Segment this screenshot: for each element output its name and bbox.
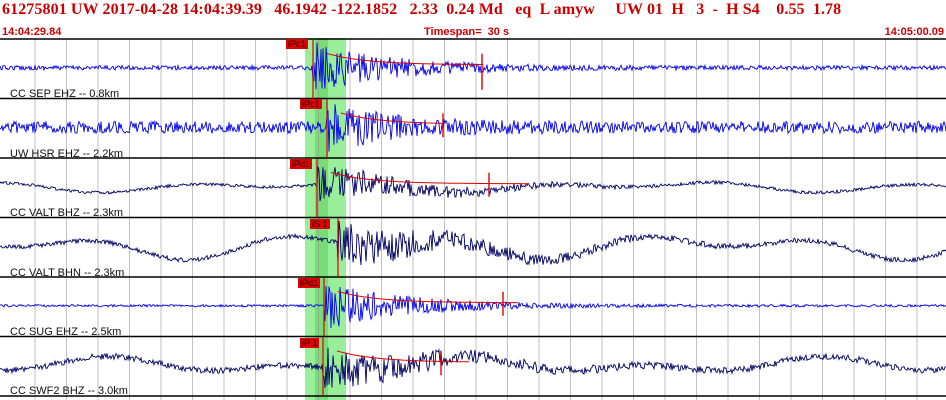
- trace-label-1: CC SEP EHZ -- 0.8km: [10, 88, 120, 100]
- event-header: 61275801 UW 2017-04-28 14:04:39.39 46.19…: [0, 0, 946, 40]
- trace-label-2: UW HSR EHZ -- 2.2km: [10, 148, 124, 160]
- coda-envelope: [337, 291, 518, 304]
- trace-label-6: CC SWF2 BHZ -- 3.0km: [10, 385, 128, 397]
- waveform-trace: [0, 104, 946, 152]
- waveform-trace: [0, 42, 946, 90]
- seismogram-canvas[interactable]: [0, 38, 946, 400]
- event-title: 61275801 UW 2017-04-28 14:04:39.39 46.19…: [2, 1, 842, 18]
- waveform-trace: [0, 166, 946, 202]
- waveform-trace: [0, 220, 946, 266]
- pick-flag-3[interactable]: iPd1: [290, 159, 313, 169]
- pick-flag-2[interactable]: iPc1: [300, 99, 322, 109]
- timespan-label: Timespan= 30 s: [424, 26, 510, 38]
- coda-envelope: [340, 112, 444, 124]
- trace-label-4: CC VALT BHN -- 2.3km: [10, 267, 125, 279]
- trace-label-5: CC SUG EHZ -- 2.5km: [10, 326, 122, 338]
- pick-flag-4[interactable]: iS 1: [310, 219, 330, 229]
- waveform-trace: [0, 285, 946, 329]
- coda-envelope: [336, 350, 469, 363]
- pick-flag-1[interactable]: iPc1: [286, 39, 308, 49]
- trace-label-3: CC VALT BHZ -- 2.3km: [10, 207, 124, 219]
- pick-flag-5[interactable]: iPd1: [298, 278, 321, 288]
- start-time: 14:04:29.84: [2, 26, 62, 38]
- end-time: 14:05:00.09: [884, 26, 944, 38]
- coda-envelope: [330, 172, 529, 185]
- seismogram-panel[interactable]: CC SEP EHZ -- 0.8km UW HSR EHZ -- 2.2km …: [0, 38, 946, 400]
- waveform-trace: [0, 347, 946, 389]
- pick-flag-6[interactable]: iP 1: [300, 338, 320, 348]
- coda-envelope: [326, 53, 483, 65]
